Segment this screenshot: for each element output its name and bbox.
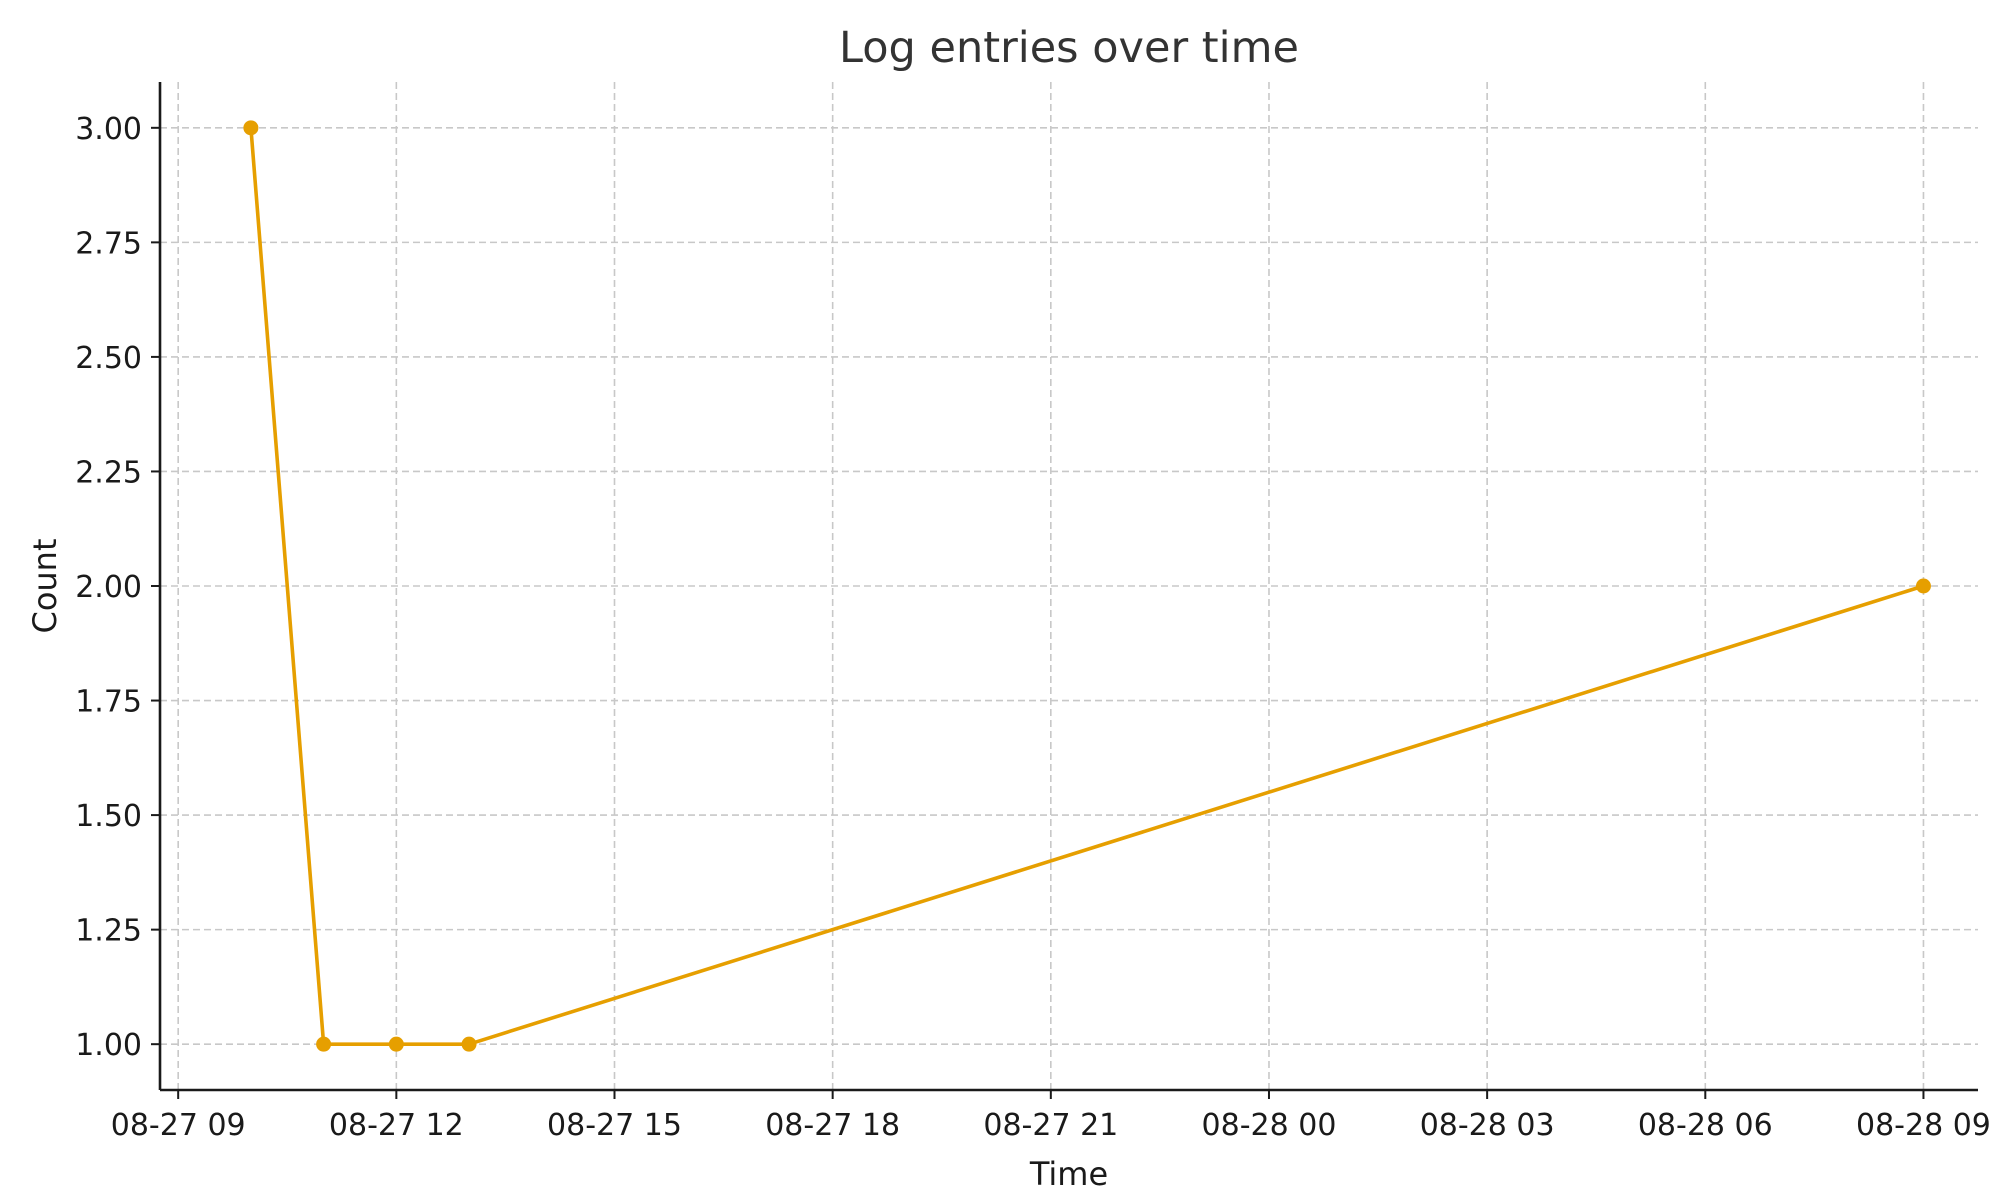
x-axis-title: Time: [1029, 1155, 1108, 1193]
grid: [160, 82, 1978, 1090]
chart-title: Log entries over time: [839, 23, 1299, 73]
x-tick-label-3: 08-27 18: [765, 1108, 900, 1143]
y-tick-label-5: 2.25: [75, 455, 142, 490]
data-point-4: [1915, 578, 1931, 594]
y-tick-label-6: 2.50: [75, 341, 142, 376]
y-tick-label-3: 1.75: [75, 685, 142, 720]
data-point-0: [243, 120, 259, 136]
y-axis-title: Count: [26, 538, 64, 633]
labels: Log entries over time Time Count: [26, 23, 1299, 1193]
y-tick-label-7: 2.75: [75, 226, 142, 261]
y-tick-label-2: 1.50: [75, 799, 142, 834]
y-tick-label-4: 2.00: [75, 570, 142, 605]
x-tick-label-2: 08-27 15: [547, 1108, 682, 1143]
data-point-1: [316, 1036, 332, 1052]
data-point-2: [388, 1036, 404, 1052]
data-point-3: [461, 1036, 477, 1052]
y-tick-label-0: 1.00: [75, 1028, 142, 1063]
x-tick-label-1: 08-27 12: [329, 1108, 464, 1143]
series: [243, 120, 1931, 1052]
x-tick-label-5: 08-28 00: [1202, 1108, 1337, 1143]
x-tick-label-8: 08-28 09: [1856, 1108, 1991, 1143]
axes: 08-27 09 08-27 12 08-27 15 08-27 18 08-27 21…: [75, 82, 1991, 1143]
x-tick-label-6: 08-28 03: [1420, 1108, 1555, 1143]
x-tick-label-7: 08-28 06: [1638, 1108, 1773, 1143]
y-tick-label-1: 1.25: [75, 914, 142, 949]
x-tick-label-4: 08-27 21: [983, 1108, 1118, 1143]
x-tick-label-0: 08-27 09: [111, 1108, 246, 1143]
y-tick-label-8: 3.00: [75, 112, 142, 147]
